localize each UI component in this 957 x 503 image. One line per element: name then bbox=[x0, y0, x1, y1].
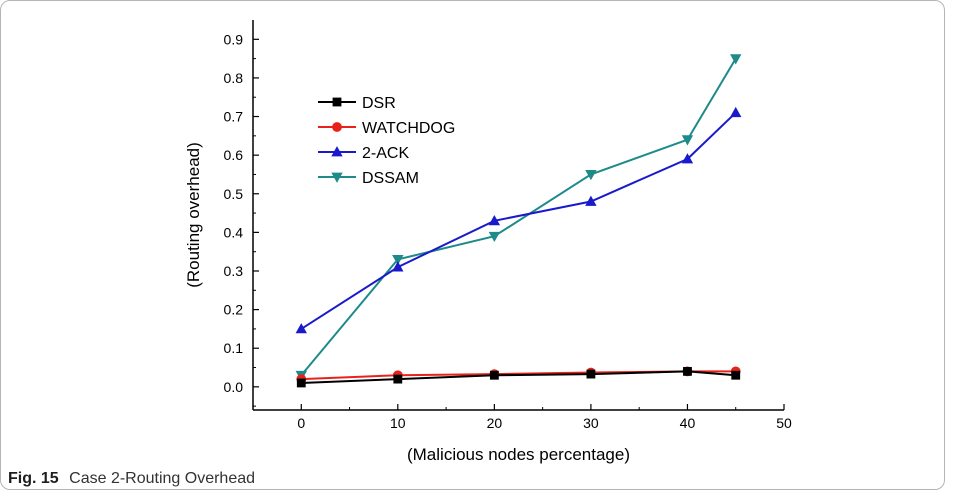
data-point bbox=[392, 255, 404, 266]
data-point bbox=[585, 170, 597, 181]
caption-text: Case 2-Routing Overhead bbox=[69, 470, 256, 487]
data-point bbox=[730, 106, 742, 118]
series-line bbox=[300, 58, 737, 376]
y-tick-label: 0.8 bbox=[224, 70, 244, 86]
data-point bbox=[393, 374, 403, 384]
x-tick-label: 0 bbox=[297, 415, 305, 431]
x-tick-label: 30 bbox=[583, 415, 599, 431]
y-tick-label: 0.4 bbox=[224, 224, 244, 240]
series-line bbox=[300, 111, 737, 330]
data-point bbox=[332, 122, 342, 132]
y-tick-label: 0.7 bbox=[224, 109, 244, 125]
chart-axes: 0.0 0.1 0.2 0.3 0.4 0.5 0.6 0.7 0.8 0.9 0 10 20 30 40 5… bbox=[224, 20, 792, 431]
data-point bbox=[331, 172, 343, 183]
data-point bbox=[585, 195, 597, 206]
y-tick-label: 0.9 bbox=[224, 31, 244, 47]
chart-legend: DSR WATCHDOG 2-ACK DSSAM bbox=[318, 95, 455, 187]
figure-caption: Fig. 15 Case 2-Routing Overhead bbox=[8, 470, 255, 488]
y-tick-label: 0.3 bbox=[224, 263, 244, 279]
data-point bbox=[392, 261, 404, 272]
series-line bbox=[301, 370, 736, 384]
data-point bbox=[296, 378, 306, 388]
data-point bbox=[586, 369, 596, 379]
legend-item: WATCHDOG bbox=[318, 120, 455, 137]
legend-item: 2-ACK bbox=[318, 145, 409, 162]
legend-label: WATCHDOG bbox=[362, 120, 455, 137]
legend-item: DSSAM bbox=[318, 170, 419, 187]
x-tick-label: 40 bbox=[680, 415, 696, 431]
y-tick-label: 0.5 bbox=[224, 186, 244, 202]
x-axis-label: (Malicious nodes percentage) bbox=[407, 445, 630, 464]
data-point bbox=[681, 135, 694, 146]
y-tick-label: 0.2 bbox=[224, 302, 244, 318]
x-tick-label: 50 bbox=[776, 415, 792, 431]
legend-item: DSR bbox=[318, 95, 396, 112]
series-layer bbox=[295, 54, 742, 388]
data-point bbox=[331, 146, 343, 157]
data-point bbox=[489, 370, 499, 380]
caption-label: Fig. 15 bbox=[8, 470, 59, 487]
data-point bbox=[332, 97, 342, 107]
x-tick-label: 20 bbox=[487, 415, 503, 431]
data-point bbox=[731, 370, 741, 380]
data-point bbox=[295, 323, 307, 334]
y-tick-label: 0.1 bbox=[224, 340, 244, 356]
x-tick-label: 10 bbox=[390, 415, 406, 431]
data-point bbox=[730, 54, 742, 65]
y-axis-label: (Routing overhead) bbox=[184, 142, 203, 288]
y-tick-label: 0.6 bbox=[224, 147, 244, 163]
legend-label: DSSAM bbox=[362, 170, 419, 187]
data-point bbox=[683, 366, 692, 376]
legend-label: DSR bbox=[362, 95, 396, 112]
y-tick-label: 0.0 bbox=[224, 379, 244, 395]
series-2-ack bbox=[295, 106, 742, 334]
data-point bbox=[681, 153, 694, 164]
figure-frame bbox=[0, 0, 945, 490]
data-point bbox=[488, 231, 501, 243]
legend-label: 2-ACK bbox=[362, 145, 409, 162]
data-point bbox=[488, 214, 501, 226]
series-dsr bbox=[296, 366, 741, 388]
